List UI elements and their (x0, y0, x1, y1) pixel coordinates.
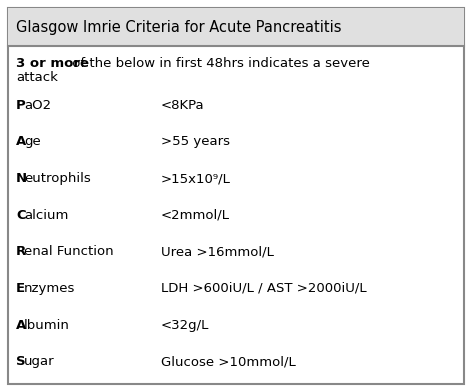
Text: attack: attack (16, 71, 58, 83)
Text: A: A (16, 136, 26, 149)
Text: lbumin: lbumin (24, 319, 70, 332)
Text: A: A (16, 319, 26, 332)
Text: 3 or more: 3 or more (16, 56, 89, 69)
Text: enal Function: enal Function (24, 245, 114, 258)
Text: <2mmol/L: <2mmol/L (161, 209, 230, 222)
Text: Glasgow Imrie Criteria for Acute Pancreatitis: Glasgow Imrie Criteria for Acute Pancrea… (16, 20, 342, 34)
Text: N: N (16, 172, 27, 185)
Text: <8KPa: <8KPa (161, 99, 205, 112)
Text: >55 years: >55 years (161, 136, 230, 149)
Text: LDH >600iU/L / AST >2000iU/L: LDH >600iU/L / AST >2000iU/L (161, 282, 367, 295)
Text: Glucose >10mmol/L: Glucose >10mmol/L (161, 355, 296, 368)
Text: nzymes: nzymes (24, 282, 76, 295)
Text: P: P (16, 99, 26, 112)
Text: Urea >16mmol/L: Urea >16mmol/L (161, 245, 274, 258)
Text: eutrophils: eutrophils (24, 172, 91, 185)
Text: ge: ge (24, 136, 41, 149)
Text: of the below in first 48hrs indicates a severe: of the below in first 48hrs indicates a … (68, 56, 370, 69)
Text: aO2: aO2 (24, 99, 51, 112)
Text: R: R (16, 245, 26, 258)
Text: <32g/L: <32g/L (161, 319, 210, 332)
Text: alcium: alcium (24, 209, 68, 222)
Bar (8, 8, 464, 46)
Text: >15x10⁹/L: >15x10⁹/L (161, 172, 231, 185)
Text: ugar: ugar (24, 355, 55, 368)
Text: E: E (16, 282, 25, 295)
Text: C: C (16, 209, 25, 222)
Text: S: S (16, 355, 25, 368)
